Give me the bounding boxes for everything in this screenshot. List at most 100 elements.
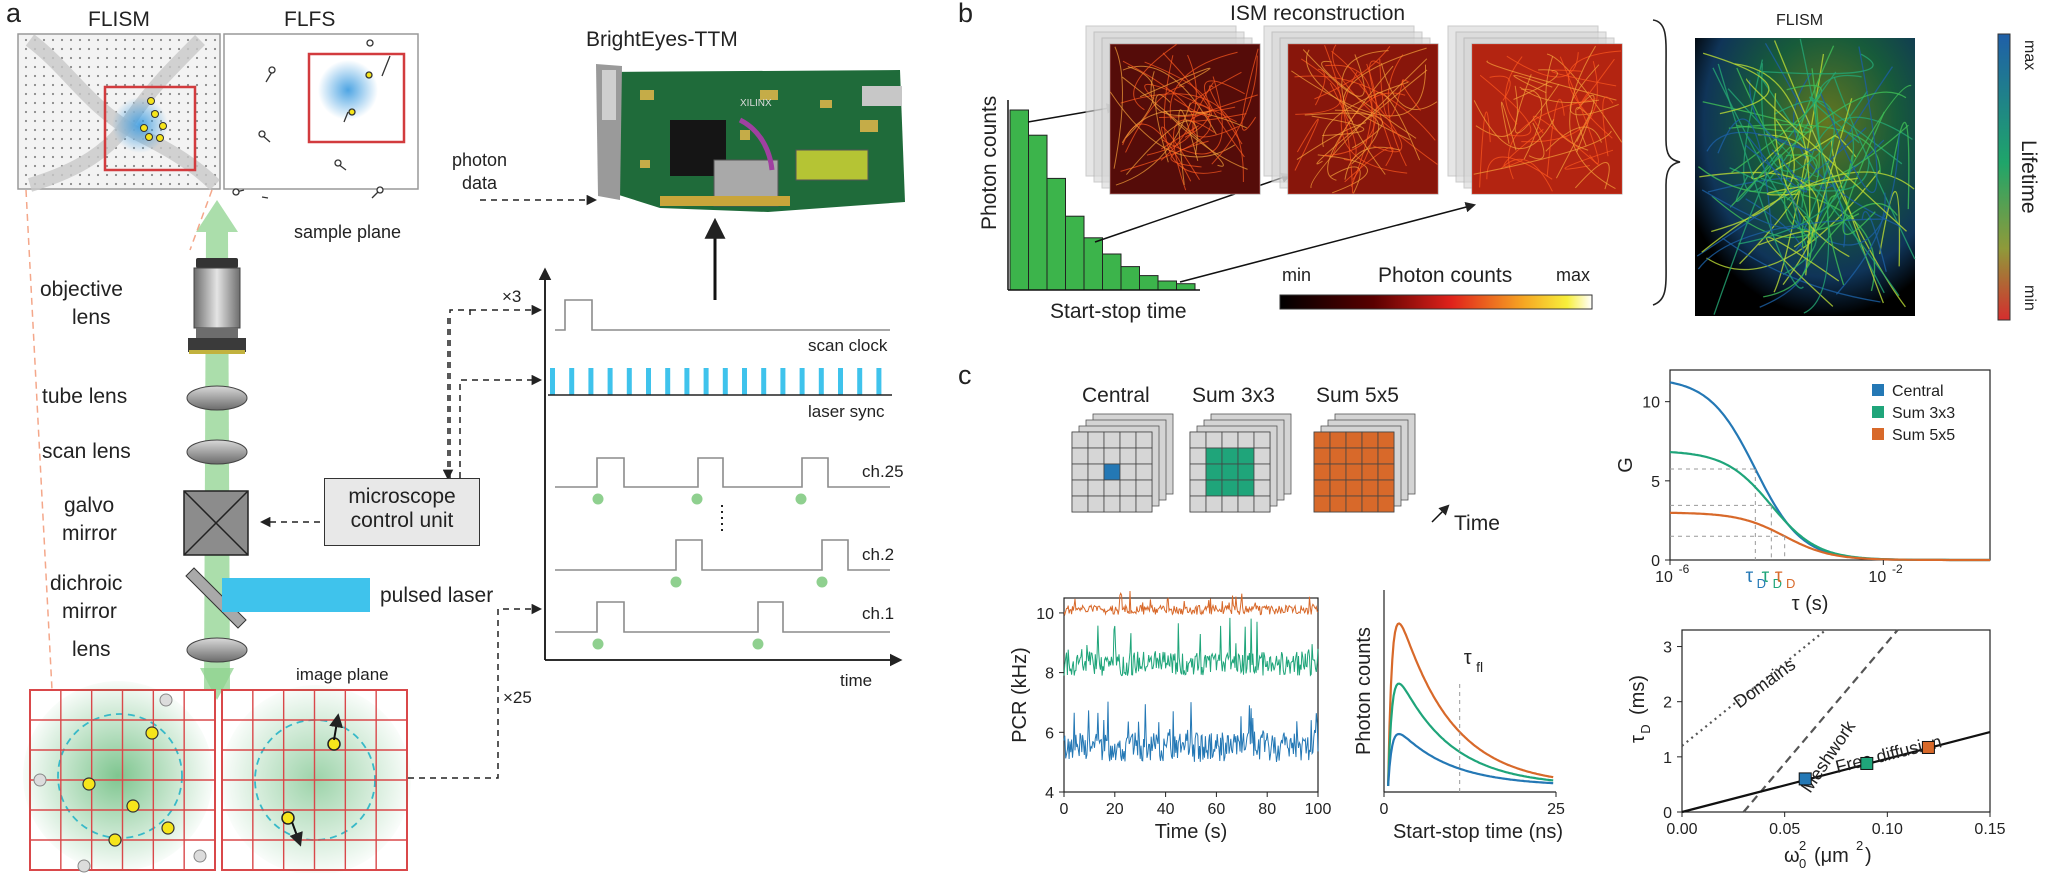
detector-pixel — [1345, 479, 1363, 497]
flism-fiber — [1731, 84, 1823, 173]
ism-fiber — [1314, 45, 1391, 100]
detector-pixel — [1361, 463, 1379, 481]
flism-fiber — [1711, 119, 1795, 233]
g-xtick-exp: -6 — [1679, 562, 1690, 576]
detector-pixel — [1189, 431, 1207, 449]
ism-fiber — [1115, 102, 1191, 186]
signal-ch25: ch.25 — [862, 462, 904, 481]
g-legend-swatch — [1872, 406, 1884, 418]
g-tau-marker-sub: D — [1757, 576, 1766, 591]
detector-pixel — [1329, 447, 1347, 465]
ism-fiber — [1489, 75, 1511, 101]
detector-pixel — [1377, 479, 1395, 497]
ism-fiber — [1125, 66, 1155, 139]
device-chip-label: XILINX — [740, 98, 772, 109]
objective-label-2: lens — [72, 306, 111, 329]
detector-pixel — [1087, 447, 1105, 465]
ism-fiber — [1302, 49, 1365, 97]
ism-fiber — [1514, 74, 1560, 134]
objective-lens-shape — [188, 258, 246, 354]
detector-pixel — [1103, 495, 1121, 513]
ism-fiber — [1574, 161, 1610, 190]
ism-fiber — [1546, 98, 1565, 177]
decay-chart: τ fl 0 25 Start-stop time (ns) Photon counts — [1353, 590, 1565, 843]
microscope-control-unit: microscope control unit — [324, 478, 480, 546]
pcr-xtick-label: 80 — [1258, 801, 1276, 818]
ism-fiber — [1160, 125, 1199, 150]
ism-fiber — [1602, 96, 1614, 157]
flism-title: FLISM — [88, 8, 150, 31]
detector-pixel — [1071, 431, 1089, 449]
flism-fiber — [1799, 38, 1830, 314]
dif-xtick-label: 0.15 — [1974, 821, 2005, 838]
flism-fiber — [1802, 202, 1898, 274]
g-legend-label: Sum 3x3 — [1892, 405, 1955, 422]
ism-fiber — [1569, 45, 1616, 190]
tau-fl-symbol: τ — [1464, 647, 1472, 669]
stack-label-central: Central — [1082, 384, 1150, 407]
g-tau-marker-sub: D — [1786, 576, 1795, 591]
decay-series-1 — [1387, 682, 1554, 787]
ism-fiber — [1125, 85, 1185, 153]
pcr-xtick-label: 0 — [1060, 801, 1069, 818]
flism-fiber — [1713, 154, 1784, 315]
pcr-xtick-label: 60 — [1208, 801, 1226, 818]
detector-pixel — [1205, 431, 1223, 449]
ism-fiber — [1564, 149, 1614, 170]
ism-fiber — [1551, 69, 1617, 87]
pcr-series-2 — [1063, 590, 1319, 617]
pulsed-laser-beam — [222, 578, 370, 612]
dichroic-mirror-shape — [185, 567, 247, 629]
ism-fiber — [1294, 75, 1436, 141]
detector-pixel — [1205, 495, 1223, 513]
ism-fiber — [1508, 98, 1596, 180]
ch25-trace — [555, 457, 890, 488]
g-legend-label: Central — [1892, 383, 1944, 400]
pcr-ytick-label: 6 — [1045, 725, 1054, 742]
hist-bar — [1028, 134, 1048, 291]
detector-pixel — [1253, 447, 1271, 465]
hist-xlabel: Start-stop time — [1050, 300, 1187, 323]
hist-bar — [1065, 215, 1085, 291]
ism-fiber — [1559, 56, 1599, 164]
ism-reconstruction-stacks — [1085, 25, 1623, 195]
lens-shape — [186, 637, 248, 663]
dif-xlabel-unit-sup: 2 — [1856, 838, 1863, 853]
detector-pixel — [1237, 463, 1255, 481]
ism-fiber — [1486, 60, 1617, 101]
detector-pixel — [1237, 447, 1255, 465]
ism-fiber — [1291, 64, 1426, 117]
detector-pixel — [1135, 447, 1153, 465]
hist-bar — [1083, 237, 1103, 291]
pcr-frame — [1063, 597, 1319, 793]
photon-data-label-2: data — [462, 173, 498, 193]
flism-image-title: FLISM — [1776, 12, 1824, 29]
flism-fiber — [1697, 218, 1886, 270]
ism-fiber — [1317, 154, 1368, 194]
ism-fiber — [1324, 44, 1354, 194]
ism-fiber — [1241, 48, 1259, 131]
ism-fiber — [1203, 80, 1245, 158]
flism-fiber — [1746, 78, 1907, 232]
g-ytick-label: 10 — [1642, 395, 1660, 412]
decay-series-0 — [1387, 622, 1554, 787]
detector-pixel — [1361, 447, 1379, 465]
ism-fiber — [1401, 79, 1421, 111]
flism-fiber — [1795, 133, 1900, 246]
ism-image — [1472, 44, 1622, 194]
photon-histogram — [1009, 109, 1196, 291]
g-frame — [1669, 369, 1991, 561]
signal-scan-clock: scan clock — [808, 336, 888, 355]
detector-pixel — [1135, 479, 1153, 497]
pcr-series-0 — [1063, 701, 1319, 762]
detector-pixel — [1253, 495, 1271, 513]
decay-xtick-label: 0 — [1380, 801, 1389, 818]
detector-pixel — [1345, 431, 1363, 449]
ism-fiber — [1144, 83, 1237, 123]
dif-point-2 — [1921, 740, 1935, 754]
detector-pixel — [1189, 495, 1207, 513]
detector-pixel — [1189, 463, 1207, 481]
flism-fiber — [1774, 99, 1835, 235]
